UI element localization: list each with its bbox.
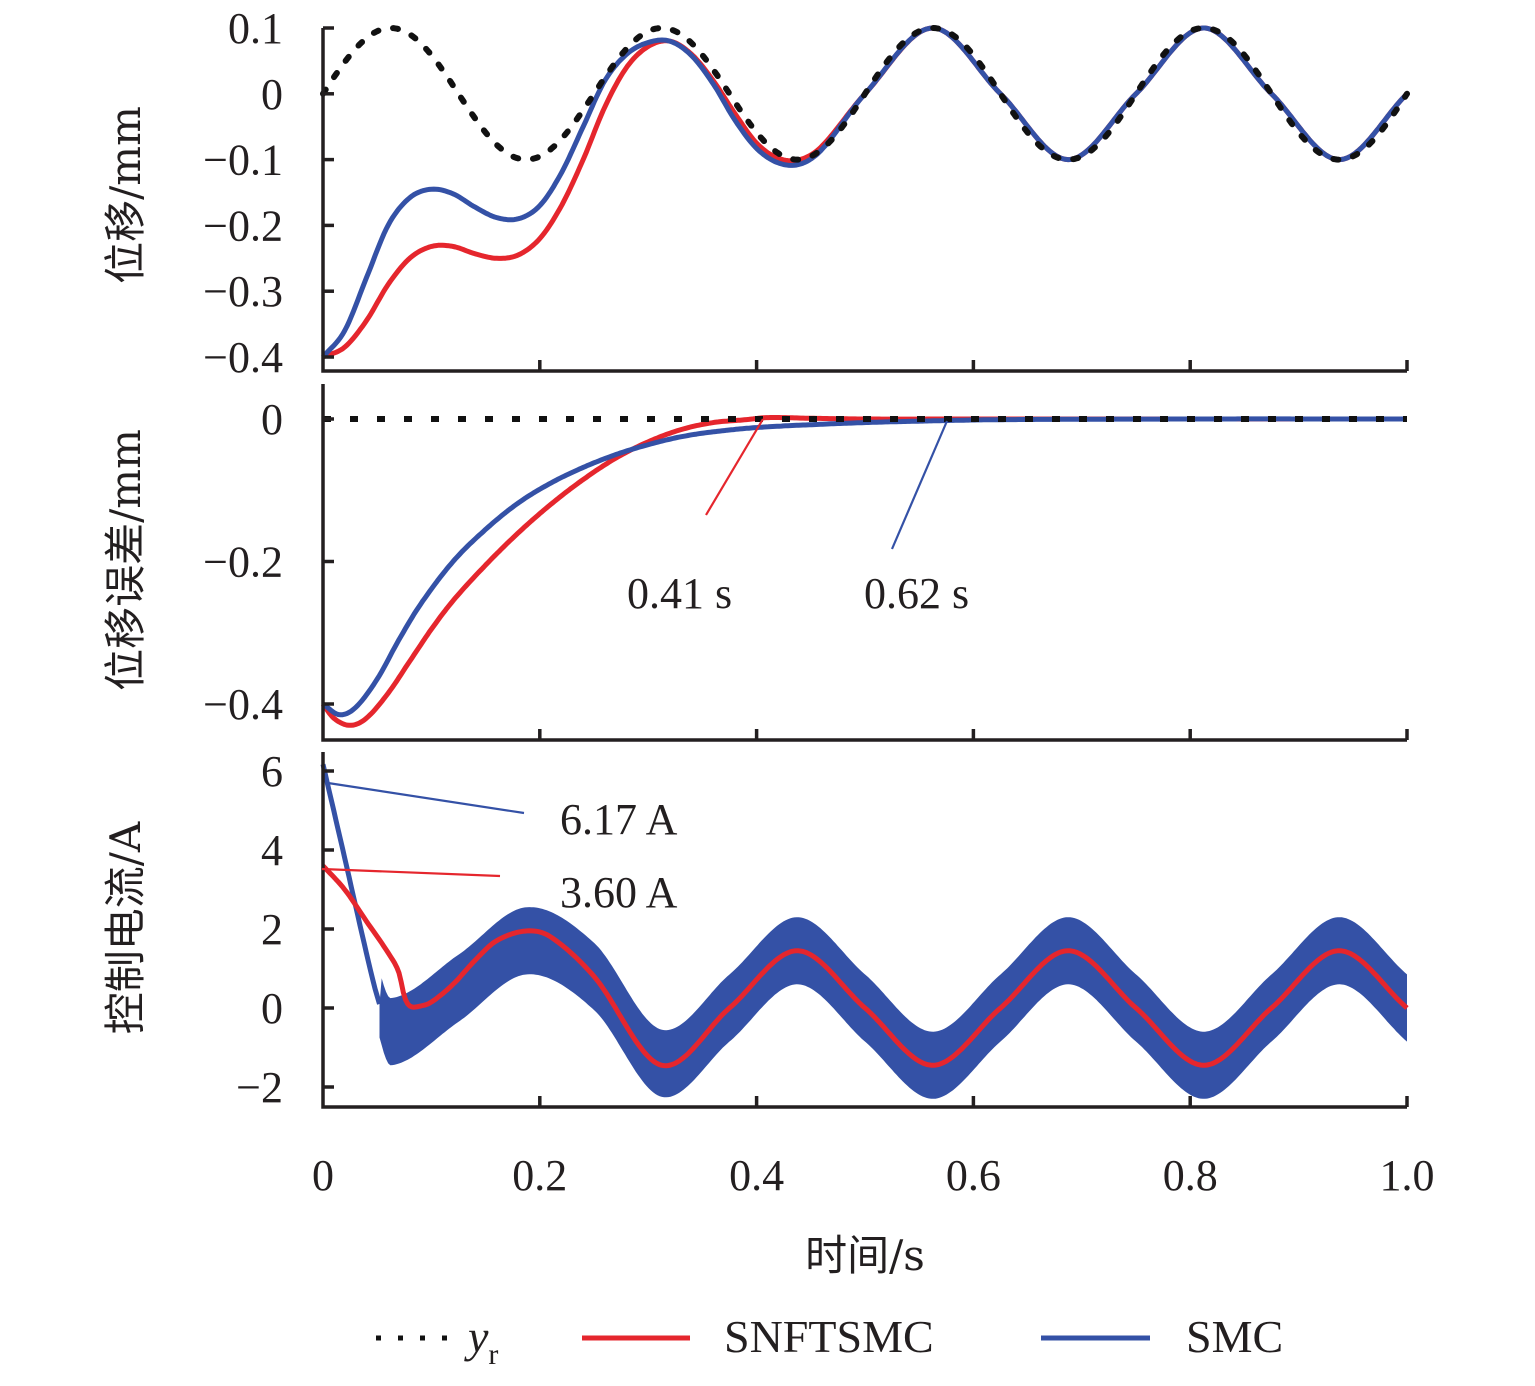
x-tick-label: 1.0 [1380, 1151, 1435, 1200]
error-ylabel: 位移误差/mm [101, 429, 150, 691]
annotation-settling-snftsmc: 0.41 s [627, 569, 732, 618]
control-current-ytick-label: 2 [261, 905, 283, 954]
legend-item-snftsmc: SNFTSMC [582, 1311, 934, 1362]
annotation-leader-smc-peak [327, 781, 525, 815]
current-series [320, 763, 1409, 1099]
x-tick-label: 0.4 [729, 1151, 784, 1200]
x-tick-label: 0 [312, 1151, 334, 1200]
annotation-leader-snftsmc-peak [321, 867, 501, 878]
displacement-ytick-label: 0.1 [228, 4, 283, 53]
control-current-series-smc-band [379, 907, 1407, 1099]
legend-item-yr: yr [376, 1311, 498, 1371]
control-current-ytick-label: −2 [236, 1063, 283, 1112]
legend-label-yr-sub: r [488, 1338, 498, 1371]
displacement-axes: 0.1 0 −0.1 −0.2 −0.3 −0.4 [203, 4, 1409, 382]
displacement-panel: 0.1 0 −0.1 −0.2 −0.3 −0.4 位移/mm [101, 4, 1410, 382]
control-current-series-smc-transient [320, 763, 382, 1005]
legend: yr SNFTSMC SMC [376, 1311, 1283, 1371]
displacement-error-axis-frame [321, 384, 1407, 742]
legend-label-smc: SMC [1186, 1311, 1283, 1362]
x-tick-label: 0.8 [1163, 1151, 1218, 1200]
x-axis-title: 时间/s [805, 1231, 925, 1280]
annotation-settling-smc: 0.62 s [864, 569, 969, 618]
x-tick-label: 0.6 [946, 1151, 1001, 1200]
displacement-ylabel: 位移/mm [101, 106, 150, 284]
annotation-leader-smc [890, 420, 949, 550]
x-tick-labels: 0 0.2 0.4 0.6 0.8 1.0 [312, 1151, 1435, 1200]
displacement-ytick-label: −0.4 [203, 333, 283, 382]
displacement-ytick-label: −0.2 [203, 201, 283, 250]
annotation-leader-snftsmc [705, 418, 764, 516]
control-current-ytick-label: 4 [261, 826, 283, 875]
control-current-series-snftsmc [321, 864, 1409, 1069]
displacement-error-ytick-label: 0 [261, 395, 283, 444]
displacement-series-yr [320, 25, 1410, 163]
displacement-ytick-label: 0 [261, 70, 283, 119]
displacement-ytick-label: −0.3 [203, 267, 283, 316]
error-axes: 0 −0.2 −0.4 [203, 384, 1409, 742]
displacement-series-smc [321, 25, 1409, 359]
displacement-error-series-smc [321, 416, 1408, 718]
control-current-axis-frame [321, 752, 1407, 1109]
legend-item-smc: SMC [1041, 1311, 1283, 1362]
x-tick-label: 0.2 [512, 1151, 567, 1200]
current-ylabel: 控制电流/A [101, 821, 150, 1034]
svg-text:yr: yr [464, 1311, 498, 1371]
legend-label-snftsmc: SNFTSMC [724, 1311, 934, 1362]
error-series [320, 415, 1408, 728]
displacement-error-ytick-label: −0.4 [203, 680, 283, 729]
displacement-ytick-label: −0.1 [203, 136, 283, 185]
displacement-series-snftsmc [322, 25, 1409, 360]
current-axes: 6 4 2 0 −2 [236, 747, 1409, 1112]
control-current-ytick-label: 0 [261, 984, 283, 1033]
displacement-axis-frame [321, 28, 1407, 373]
error-panel: 0 −0.2 −0.4 位移误差/mm 0.41 s 0.62 s [101, 384, 1409, 742]
annotation-peak-snftsmc: 3.60 A [560, 868, 678, 917]
displacement-error-ytick-label: −0.2 [203, 538, 283, 587]
displacement-series [320, 25, 1410, 360]
annotation-peak-smc: 6.17 A [560, 795, 678, 844]
legend-label-yr: y [464, 1311, 489, 1362]
control-current-ytick-label: 6 [261, 747, 283, 796]
current-panel: 6 4 2 0 −2 控制电流/A 6.17 A 3.60 A [101, 747, 1409, 1112]
